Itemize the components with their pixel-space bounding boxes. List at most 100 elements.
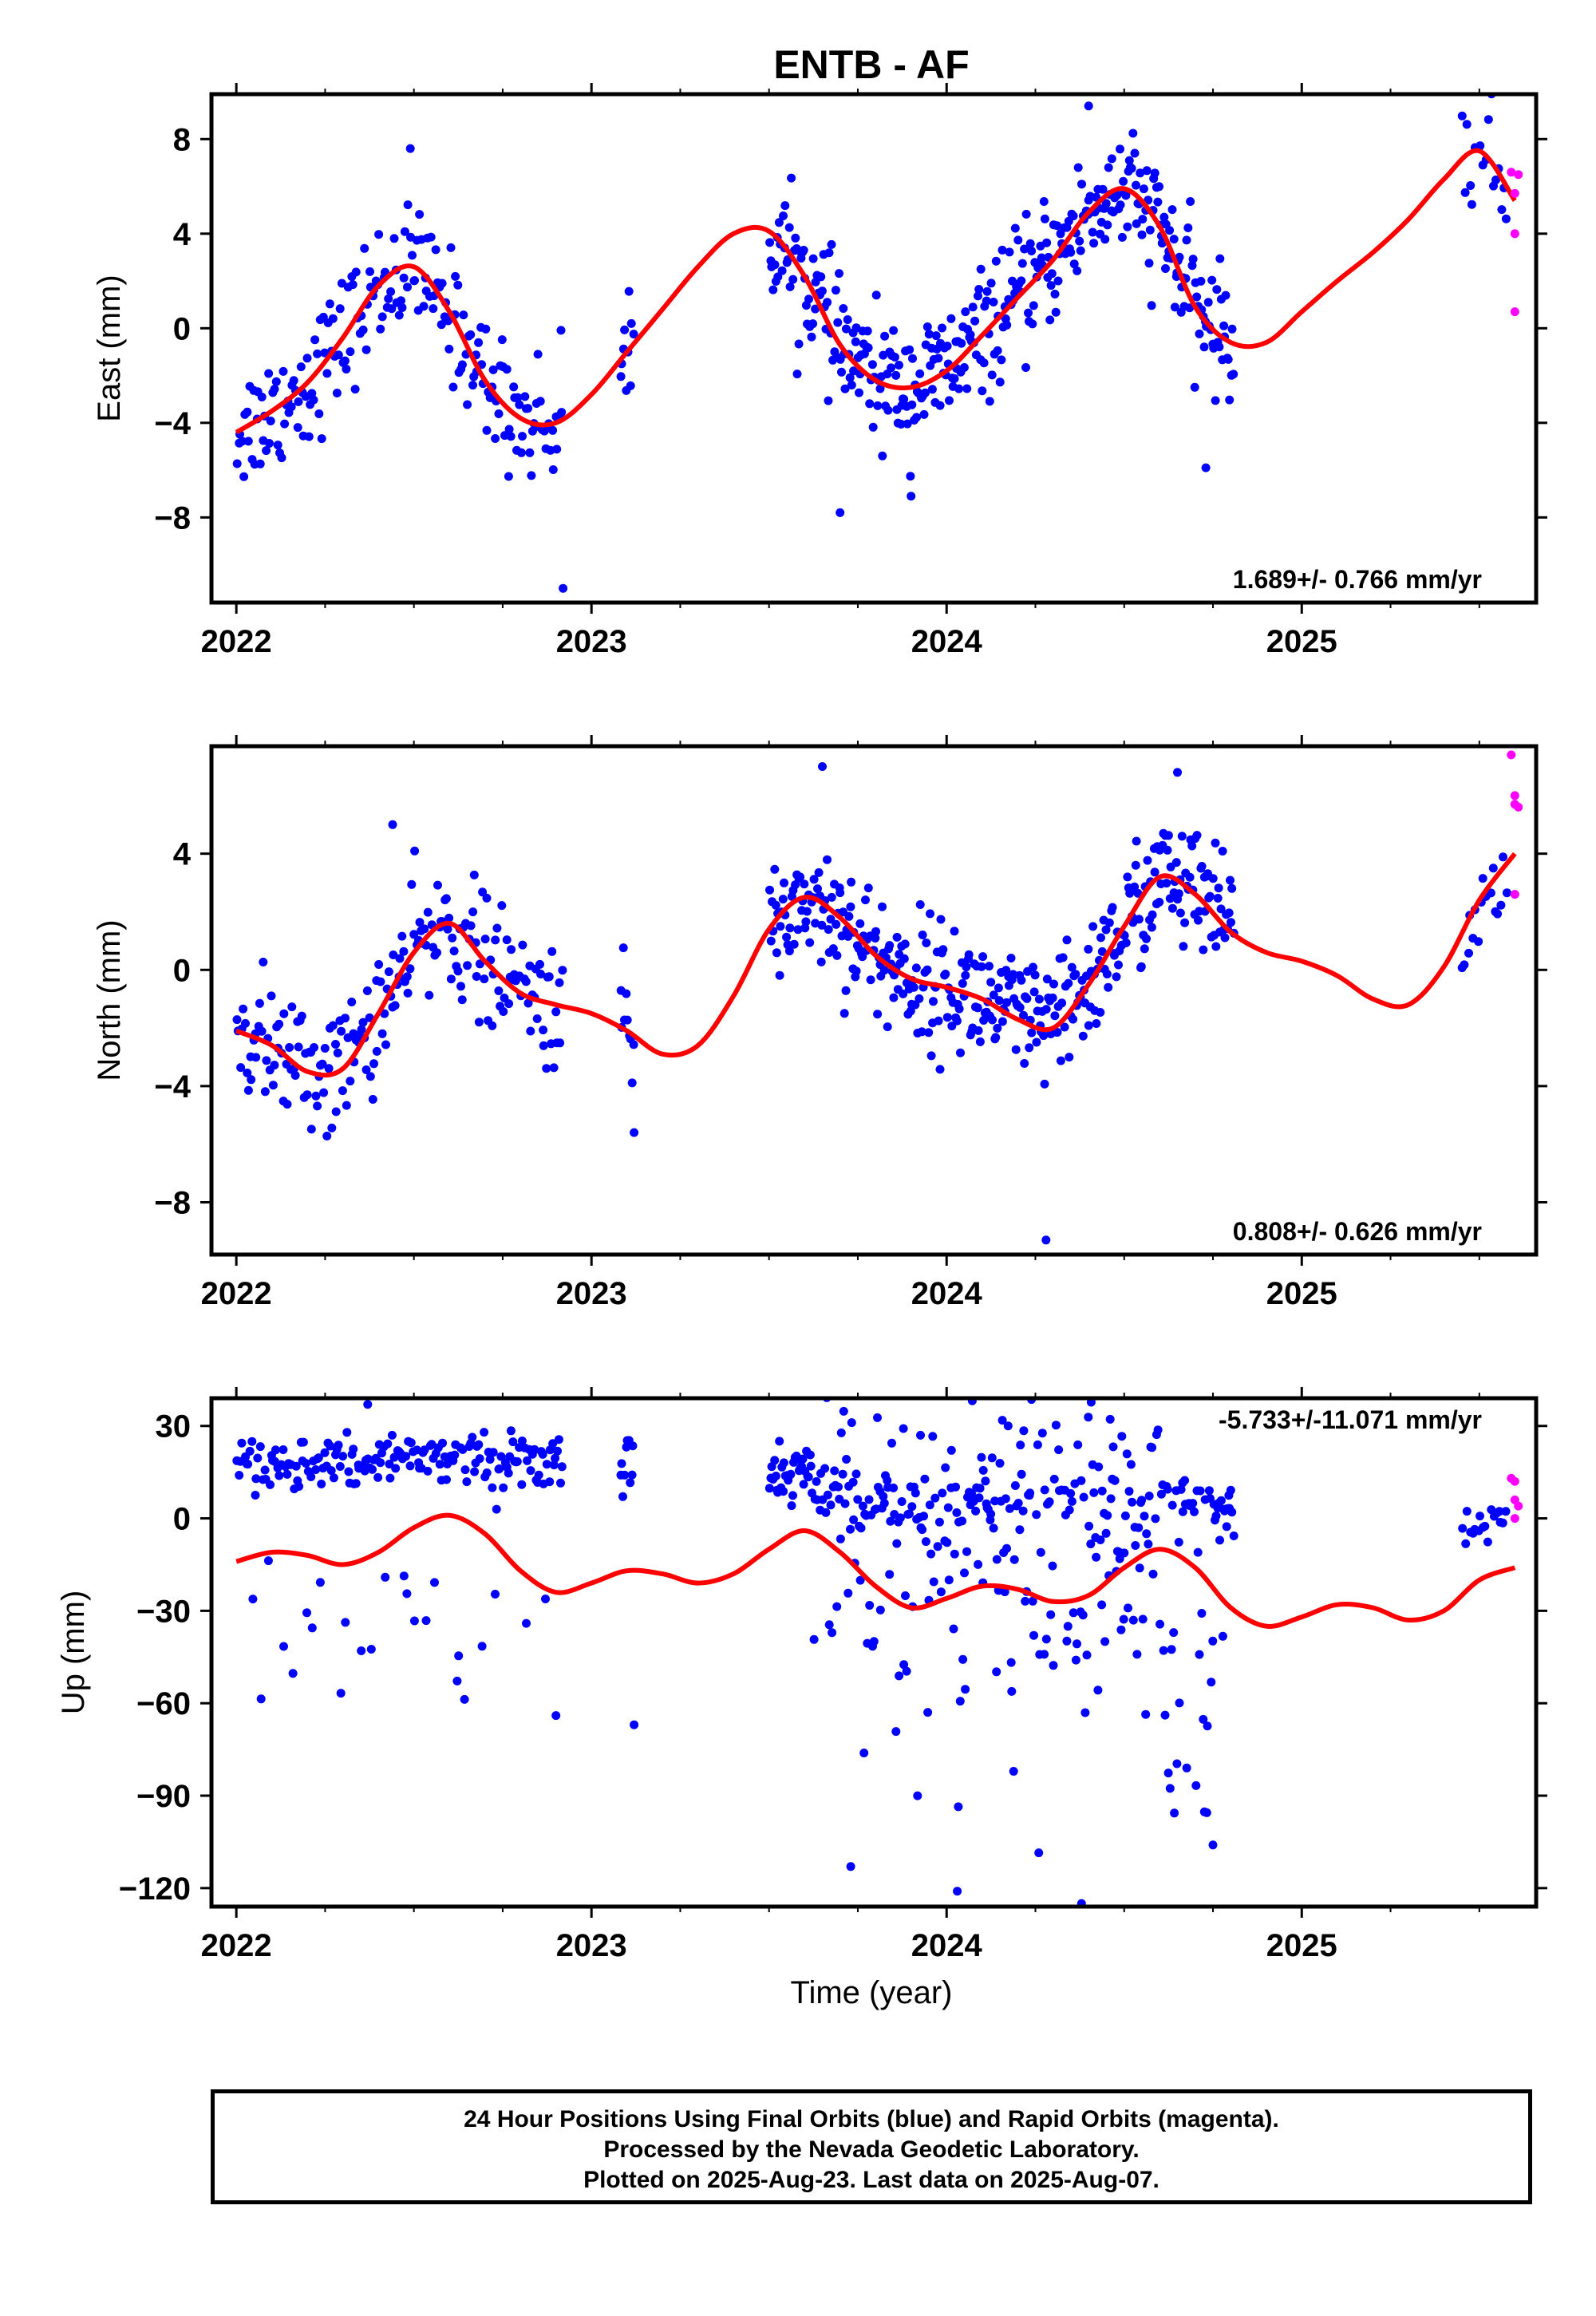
final-orbit-point (1065, 1053, 1074, 1062)
final-orbit-point (782, 932, 792, 942)
final-orbit-point (998, 1416, 1007, 1425)
final-orbit-point (1053, 276, 1063, 286)
final-orbit-point (1132, 836, 1141, 846)
final-orbit-point (804, 294, 813, 304)
final-orbit-point (805, 1450, 815, 1460)
y-tick-label: 4 (173, 837, 192, 872)
final-orbit-point (335, 1462, 345, 1471)
y-tick-label: 0 (173, 1502, 191, 1537)
final-orbit-point (1122, 1449, 1132, 1459)
final-orbit-point (555, 978, 564, 987)
final-orbit-point (243, 1068, 252, 1077)
final-orbit-point (1227, 1508, 1237, 1517)
final-orbit-point (1019, 1010, 1028, 1020)
final-orbit-point (1025, 1043, 1034, 1053)
final-orbit-point (1066, 247, 1076, 257)
final-orbit-point (899, 954, 909, 963)
final-orbit-point (438, 1438, 447, 1448)
final-orbit-point (437, 320, 446, 330)
final-orbit-point (326, 1441, 335, 1451)
final-orbit-point (1501, 214, 1511, 223)
y-tick-label: −4 (154, 1069, 191, 1105)
final-orbit-point (1190, 1507, 1199, 1516)
final-orbit-point (887, 363, 896, 373)
final-orbit-point (1197, 862, 1207, 871)
final-orbit-point (290, 1071, 300, 1080)
final-orbit-point (1017, 259, 1027, 268)
final-orbit-point (399, 1571, 409, 1581)
final-orbit-point (1073, 1639, 1081, 1649)
final-orbit-point (357, 1025, 366, 1034)
final-orbit-point (523, 404, 533, 413)
final-orbit-point (1005, 1504, 1014, 1513)
final-orbit-point (786, 1469, 796, 1479)
final-orbit-point (946, 1445, 956, 1455)
final-orbit-point (1150, 1319, 1159, 1328)
final-orbit-point (771, 900, 780, 910)
final-orbit-point (856, 1524, 866, 1533)
final-orbit-point (926, 909, 934, 919)
final-orbit-point (446, 974, 456, 984)
final-orbit-point (442, 1475, 451, 1484)
final-orbit-point (494, 409, 504, 418)
final-orbit-point (1160, 1710, 1170, 1720)
final-orbit-point (1462, 120, 1472, 129)
final-orbit-point (450, 1450, 460, 1460)
final-orbit-point (400, 227, 409, 236)
final-orbit-point (468, 907, 478, 917)
final-orbit-point (333, 1048, 342, 1057)
final-orbit-point (1036, 1547, 1045, 1557)
final-orbit-point (1119, 1614, 1128, 1624)
final-orbit-point (812, 1476, 821, 1486)
final-orbit-point (351, 1479, 361, 1488)
final-orbit-point (847, 877, 856, 887)
final-orbit-point (444, 344, 454, 354)
final-orbit-point (1033, 1440, 1042, 1449)
final-orbit-point (1045, 315, 1055, 325)
final-orbit-point (778, 895, 788, 904)
final-orbit-point (263, 1556, 273, 1566)
final-orbit-point (1137, 1496, 1147, 1505)
y-tick-label: −120 (119, 1871, 191, 1907)
final-orbit-point (779, 1487, 788, 1496)
final-orbit-point (824, 1620, 834, 1630)
final-orbit-point (329, 1473, 338, 1483)
final-orbit-point (1027, 247, 1037, 255)
final-orbit-point (1180, 1476, 1190, 1485)
final-orbit-point (1067, 1496, 1077, 1506)
final-orbit-point (869, 1637, 879, 1646)
final-orbit-point (279, 1009, 289, 1018)
final-orbit-point (981, 1476, 990, 1486)
final-orbit-point (1161, 264, 1170, 273)
final-orbit-point (897, 1497, 907, 1506)
final-orbit-point (1114, 960, 1123, 970)
final-orbit-point (1215, 1535, 1224, 1545)
final-orbit-point (839, 1009, 849, 1018)
final-orbit-point (399, 947, 409, 956)
final-orbit-point (376, 324, 385, 334)
final-orbit-point (887, 1438, 896, 1448)
final-orbit-point (457, 360, 467, 370)
final-orbit-point (1086, 1398, 1096, 1407)
final-orbit-point (880, 331, 890, 341)
final-orbit-point (1195, 329, 1204, 338)
final-orbit-point (919, 1512, 928, 1521)
final-orbit-point (1215, 342, 1224, 352)
final-orbit-point (1147, 301, 1156, 310)
final-orbit-point (1478, 874, 1487, 883)
final-orbit-point (961, 307, 970, 317)
final-orbit-point (1188, 255, 1198, 264)
final-orbit-point (497, 901, 507, 911)
final-orbit-point (553, 1446, 562, 1456)
final-orbit-point (931, 1382, 940, 1391)
x-tick-label: 2024 (911, 1276, 983, 1311)
final-orbit-outlier (1208, 1840, 1218, 1850)
final-orbit-point (958, 1654, 968, 1664)
final-orbit-point (1021, 209, 1031, 219)
y-tick-label: 30 (156, 1409, 192, 1445)
final-orbit-point (791, 233, 800, 243)
y-tick-label: 0 (173, 953, 191, 988)
final-orbit-point (535, 959, 544, 969)
final-orbit-point (369, 1059, 378, 1069)
x-tick-label: 2022 (201, 1276, 272, 1311)
